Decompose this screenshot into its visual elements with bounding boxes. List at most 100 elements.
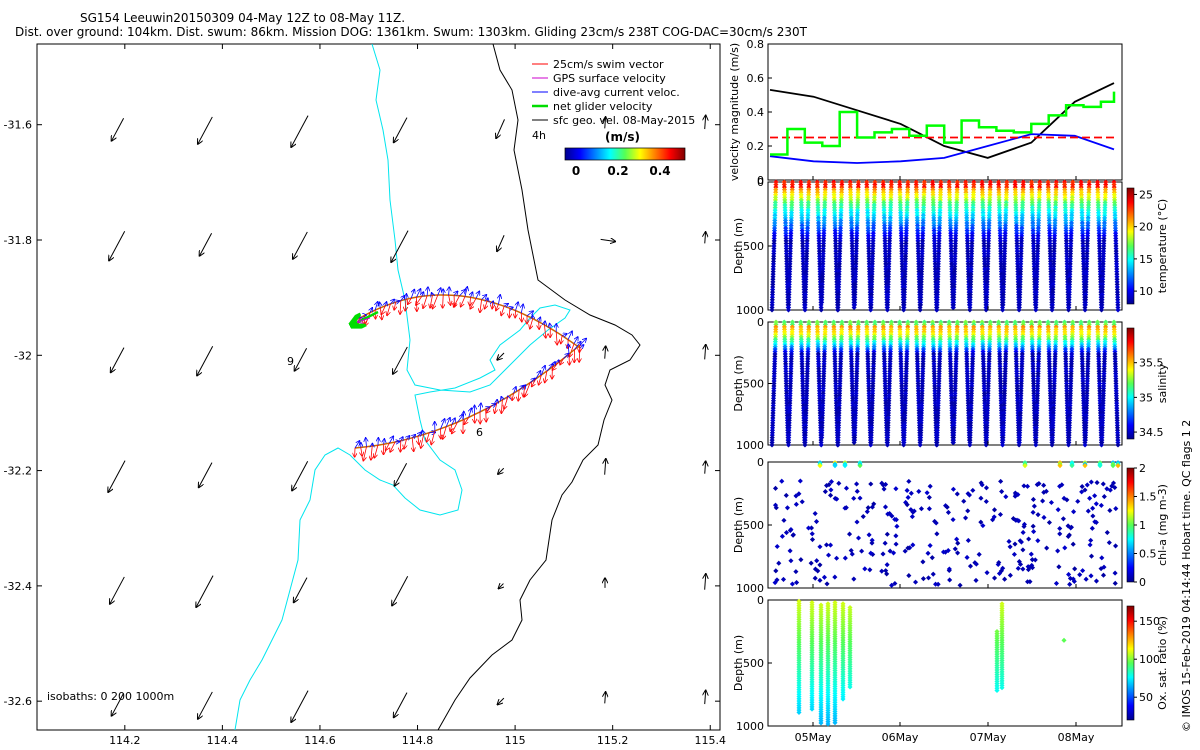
geo-velocity-arrow (605, 692, 606, 704)
swim-arrow (386, 442, 390, 450)
geo-velocity-arrow (293, 231, 308, 259)
geo-velocity-arrow (112, 118, 125, 140)
vel-ytick-label: 0 (757, 174, 764, 187)
dac-arrow (550, 324, 551, 329)
section-ytick-label: 1000 (736, 720, 764, 733)
geo-velocity-arrow (705, 691, 706, 705)
swim-arrow (486, 405, 492, 413)
section-point (1033, 307, 1039, 313)
section-point (950, 304, 956, 310)
swim-arrow (556, 331, 557, 345)
section-point (934, 307, 940, 313)
geo-velocity-arrow (291, 115, 309, 147)
dac-arrow (491, 404, 496, 406)
dac-arrow (427, 287, 428, 296)
geo-velocity-arrow (497, 352, 505, 360)
dac-arrow (418, 432, 421, 436)
swim-arrow (363, 446, 367, 461)
section-point (868, 304, 874, 310)
map-axes-box (36, 43, 721, 731)
section-ytick-label: 0 (757, 176, 764, 189)
swim-arrow (496, 304, 499, 310)
swim-arrow (461, 296, 466, 307)
map-xtick-label: 115 (505, 734, 526, 747)
map-ytick-label: -32.6 (4, 695, 32, 708)
swim-arrow (495, 402, 497, 413)
dac-arrow (487, 298, 488, 301)
dac-arrow (432, 293, 433, 295)
dac-arrow (463, 412, 464, 420)
dac-arrow (526, 311, 533, 317)
swim-arrow (421, 434, 424, 448)
colorbar-tick-label: 2 (1139, 462, 1146, 475)
dac-arrow (459, 290, 466, 297)
section-point (835, 307, 841, 313)
velocity-panel: 00.20.40.60.8 velocity magnitude (m/s) (728, 38, 1123, 187)
swim-arrow (452, 422, 458, 433)
colorbar-tick-label: 35 (1139, 391, 1153, 404)
section-colorbar-label: temperature (°C) (1156, 199, 1169, 293)
swim-arrow (433, 294, 439, 308)
map-xtick-label: 114.6 (304, 734, 336, 747)
swim-arrow (430, 295, 432, 307)
dac-arrow (390, 299, 394, 305)
section-point (785, 307, 792, 313)
dac-arrow (510, 307, 513, 308)
colorbar-tick-label: 1.5 (1139, 491, 1157, 504)
swim-arrow (579, 344, 580, 352)
geo-velocity-arrow (392, 576, 409, 605)
dac-arrow (574, 342, 580, 350)
dac-arrow (440, 419, 445, 429)
map-ytick-label: -32.2 (4, 465, 32, 478)
swim-arrow (569, 343, 575, 357)
legend-gps-label: GPS surface velocity (553, 72, 666, 85)
colorbar-tick-label: 50 (1139, 691, 1153, 704)
dac-arrow (535, 371, 541, 380)
swim-arrow (464, 417, 470, 424)
geo-velocity-arrow (198, 116, 213, 144)
swim-arrow (504, 396, 509, 409)
section-ylabel: Depth (m) (732, 635, 745, 691)
map-xtick-label: 114.2 (109, 734, 141, 747)
swim-arrow (405, 299, 406, 310)
swim-arrow (530, 318, 533, 329)
swim-arrow (539, 374, 542, 385)
dac-arrow (412, 435, 415, 438)
dac-arrow (454, 291, 458, 295)
section-colorbar-label: Ox. sat. ratio (%) (1156, 616, 1169, 710)
section-ytick-label: 1000 (736, 439, 764, 452)
geo-velocity-arrow (294, 577, 308, 603)
geo-velocity-arrow (499, 584, 504, 589)
colorbar-tick-label: 15 (1139, 253, 1153, 266)
header-line-1: SG154 Leeuwin20150309 04-May 12Z to 08-M… (80, 11, 406, 25)
section-point (967, 307, 973, 313)
swim-arrow (380, 307, 382, 320)
swim-arrow (374, 445, 379, 458)
section-colorbar (1126, 467, 1135, 583)
colorbar-tick-label: 25 (1139, 188, 1153, 201)
dac-arrow (401, 296, 405, 301)
geo-velocity-arrow (393, 346, 408, 374)
section-colorbar-label: chl-a (mg m-3) (1156, 484, 1169, 566)
section-ytick-label: 500 (743, 240, 764, 253)
geo-velocity-arrow (705, 345, 706, 360)
colorbar-tick-label: 0.5 (1139, 548, 1157, 561)
section-colorbar-label: salinity (1156, 363, 1169, 403)
swim-arrow (518, 389, 519, 401)
map-xtick-label: 114.4 (207, 734, 239, 747)
dac-arrow (411, 290, 414, 299)
geo-velocity-arrow (198, 691, 213, 719)
swim-arrow (427, 432, 430, 442)
colorbar-tick-label: 20 (1139, 221, 1153, 234)
dac-arrow (540, 366, 545, 376)
geo-velocity-arrow (110, 576, 125, 604)
swim-arrow (431, 430, 436, 445)
swim-arrow (512, 393, 513, 400)
dac-arrow (501, 397, 502, 400)
map-ytick-label: -31.6 (4, 119, 32, 132)
swim-arrow (408, 297, 412, 304)
swim-arrow (470, 298, 477, 308)
